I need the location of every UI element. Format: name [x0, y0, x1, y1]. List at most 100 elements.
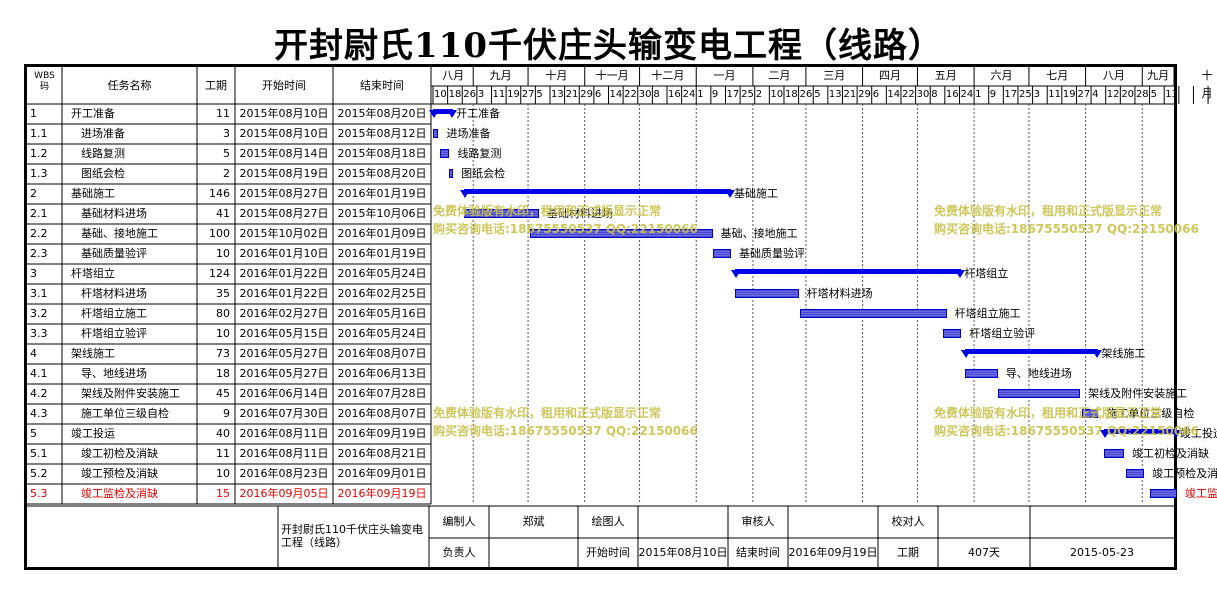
task-end: 2015年10月06日 — [337, 207, 427, 220]
column-header-start: 开始时间 — [262, 79, 306, 92]
task-duration: 80 — [216, 307, 230, 320]
timeline-month: 二月 — [768, 69, 791, 82]
timeline-month: 十一月 — [595, 69, 629, 82]
timeline-day: 6 — [594, 89, 602, 100]
task-start: 2016年05月27日 — [239, 347, 329, 360]
timeline-day: 22 — [624, 89, 637, 100]
task-bar — [800, 309, 947, 318]
watermark-line2: 购买咨询电话:18675550537 QQ:22150066 — [934, 424, 1199, 438]
task-wbs: 2.3 — [30, 247, 48, 260]
summary-end-marker — [447, 110, 458, 118]
timeline-day: 29 — [858, 89, 871, 100]
timeline-day: 4 — [1092, 89, 1099, 100]
task-duration: 11 — [216, 447, 230, 460]
task-bar-label: 基础、接地施工 — [720, 227, 798, 240]
timeline-day: 24 — [682, 89, 696, 100]
task-end: 2016年09月19日 — [337, 427, 427, 440]
task-duration: 2 — [223, 167, 230, 180]
timeline-day: 21 — [843, 89, 857, 100]
timeline-day: 1 — [975, 89, 982, 100]
timeline-day: 8 — [931, 89, 938, 100]
task-duration: 9 — [223, 407, 230, 420]
footer-duration-label: 工期 — [897, 546, 919, 559]
timeline-month: 十月 — [1201, 69, 1213, 100]
task-bar-label: 进场准备 — [446, 127, 491, 140]
task-wbs: 1.2 — [30, 147, 48, 160]
task-bar — [943, 329, 962, 338]
task-duration: 40 — [216, 427, 230, 440]
task-name: 竣工预检及消缺 — [81, 467, 158, 480]
task-bar — [1103, 449, 1124, 458]
task-bar-label: 线路复测 — [457, 147, 502, 160]
footer-date: 2015-05-23 — [1070, 546, 1134, 559]
task-start: 2015年08月27日 — [239, 207, 329, 220]
timeline-day: 30 — [638, 89, 652, 100]
timeline-day: 12 — [1106, 89, 1120, 100]
task-end: 2015年08月20日 — [337, 167, 427, 180]
watermark-line1: 免费体验版有水印，租用和正式版显示正常 — [433, 204, 662, 218]
task-bar-label: 图纸会检 — [461, 167, 506, 180]
watermark-line2: 购买咨询电话:18675550537 QQ:22150066 — [934, 222, 1199, 236]
summary-start-marker — [730, 270, 741, 278]
task-name: 开工准备 — [71, 107, 115, 120]
column-header-name: 任务名称 — [107, 79, 152, 92]
task-name: 杆塔组立施工 — [81, 307, 147, 320]
task-end: 2016年01月19日 — [337, 247, 427, 260]
summary-start-marker — [429, 110, 439, 118]
task-name: 架线及附件安装施工 — [81, 387, 180, 400]
footer-compiler-label: 编制人 — [442, 515, 476, 528]
timeline-day: 11 — [1048, 89, 1061, 100]
task-wbs: 3.1 — [30, 287, 48, 300]
summary-start-marker — [1099, 430, 1110, 438]
task-bar — [433, 129, 439, 138]
task-wbs: 2 — [30, 187, 37, 200]
task-bar-label: 基础质量验评 — [738, 247, 805, 260]
timeline-month: 一月 — [713, 69, 736, 82]
task-name: 进场准备 — [81, 127, 125, 140]
timeline-day: 26 — [799, 89, 813, 100]
task-bar-label: 杆塔材料进场 — [806, 287, 873, 300]
column-header-end: 结束时间 — [360, 79, 404, 92]
timeline-month: 七月 — [1046, 69, 1069, 82]
task-end: 2016年05月24日 — [337, 327, 427, 340]
task-end: 2016年02月25日 — [337, 287, 427, 300]
task-end: 2016年08月07日 — [337, 347, 427, 360]
watermark-line1: 免费体验版有水印，租用和正式版显示正常 — [934, 204, 1163, 218]
column-header-wbs: WBS 码 — [34, 71, 55, 92]
task-wbs: 4 — [30, 347, 37, 360]
task-end: 2016年07月28日 — [337, 387, 427, 400]
task-start: 2016年01月22日 — [239, 267, 329, 280]
timeline-month: 十二月 — [651, 69, 685, 82]
summary-end-marker — [955, 270, 966, 278]
task-wbs: 1.3 — [30, 167, 48, 180]
task-name: 基础施工 — [71, 187, 115, 200]
timeline-month: 三月 — [823, 69, 846, 82]
task-end: 2016年01月09日 — [337, 227, 427, 240]
timeline-day: 5 — [536, 89, 543, 100]
timeline-day: 17 — [1004, 89, 1018, 100]
footer-drawer-label: 绘图人 — [591, 515, 625, 528]
timeline-day: 8 — [653, 89, 660, 100]
timeline-day: 25 — [1018, 89, 1032, 100]
footer-end-label: 结束时间 — [736, 546, 780, 559]
task-wbs: 5.1 — [30, 447, 48, 460]
summary-end-marker — [1170, 430, 1181, 438]
task-duration: 35 — [216, 287, 230, 300]
task-duration: 10 — [216, 467, 230, 480]
summary-bar — [464, 189, 731, 194]
task-name: 竣工投运 — [71, 427, 115, 440]
timeline-month: 十月 — [545, 69, 568, 82]
timeline-day: 18 — [448, 89, 462, 100]
task-end: 2016年05月24日 — [337, 267, 427, 280]
timeline-day: 13 — [550, 89, 564, 100]
task-name: 杆塔组立验评 — [81, 327, 147, 340]
timeline-day: 25 — [741, 89, 754, 100]
timeline-month: 九月 — [1147, 69, 1170, 82]
task-start: 2016年08月11日 — [239, 427, 329, 440]
task-bar-label: 基础施工 — [733, 187, 778, 200]
task-end: 2015年08月18日 — [337, 147, 427, 160]
task-duration: 73 — [216, 347, 230, 360]
timeline-day: 22 — [901, 89, 915, 100]
task-bar — [440, 149, 450, 158]
